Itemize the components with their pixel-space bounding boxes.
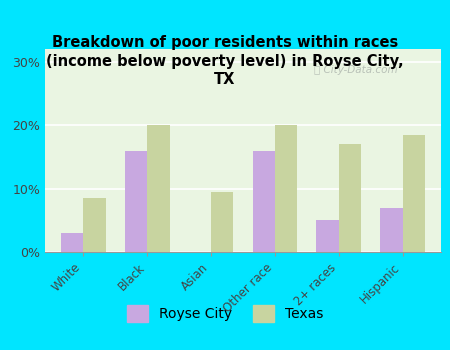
Bar <box>211 192 234 252</box>
Bar <box>403 135 425 252</box>
Bar <box>252 150 275 252</box>
Bar <box>147 125 170 252</box>
Bar <box>316 220 339 252</box>
Bar <box>380 208 403 252</box>
Bar <box>339 144 361 252</box>
Bar <box>125 150 147 252</box>
Text: ⓘ City-Data.com: ⓘ City-Data.com <box>314 65 398 75</box>
Bar <box>83 198 106 252</box>
Bar <box>275 125 297 252</box>
Bar <box>61 233 83 252</box>
Text: Breakdown of poor residents within races
(income below poverty level) in Royse C: Breakdown of poor residents within races… <box>46 35 404 87</box>
Legend: Royse City, Texas: Royse City, Texas <box>120 298 330 329</box>
